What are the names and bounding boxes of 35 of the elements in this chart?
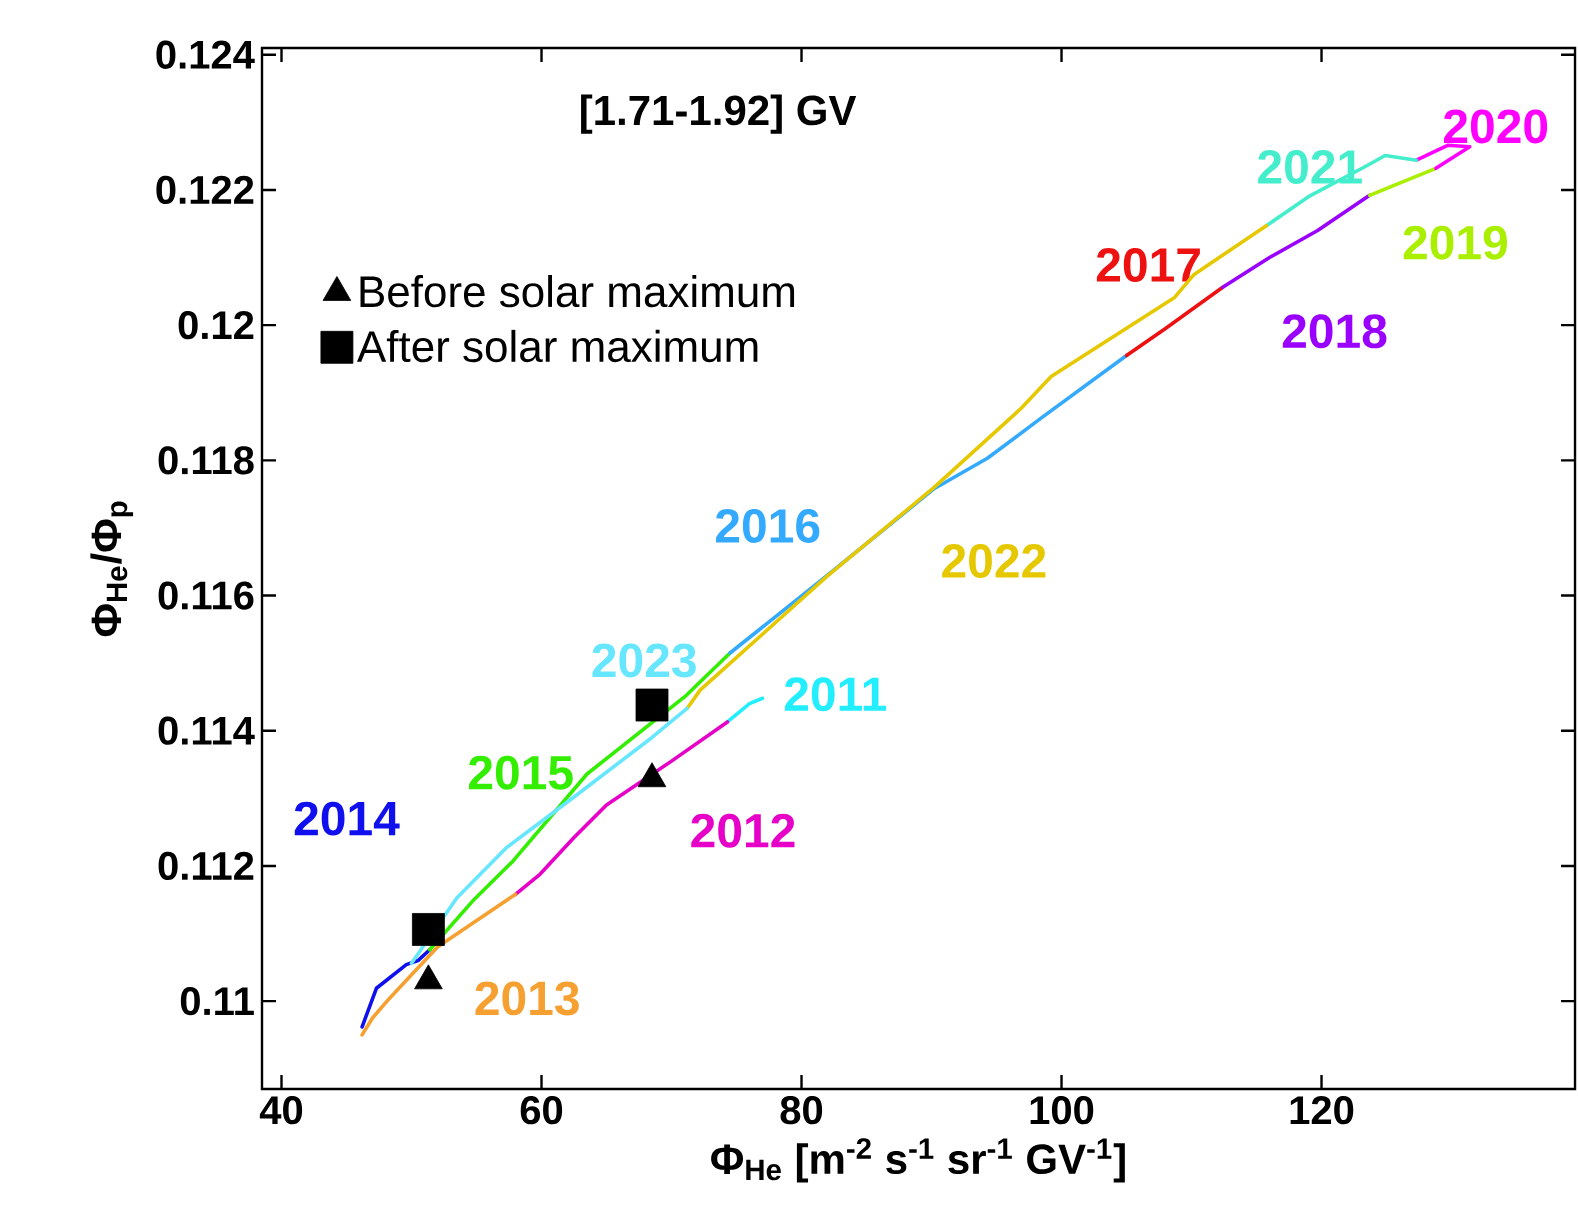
line-series (1220, 193, 1372, 290)
series-label: 2015 (468, 755, 573, 790)
y-tick-label: 0.11 (180, 986, 254, 1016)
y-tick-label: 0.112 (158, 851, 254, 881)
series-label: 2019 (1403, 225, 1507, 260)
series-label: 2023 (592, 643, 696, 678)
series-label: 2017 (1096, 248, 1200, 282)
y-tick-label: 0.122 (156, 175, 254, 205)
text: 2014 (294, 801, 400, 836)
y-tick-label: 0.114 (158, 716, 255, 745)
x-tick-label: 60 (520, 1096, 563, 1125)
series-label: 2013 (475, 981, 579, 1016)
series-label: 2018 (1282, 314, 1387, 349)
x-tick-label: 100 (1030, 1096, 1094, 1125)
legend-label: Before solar maximum (360, 274, 795, 308)
series-label: 2016 (715, 508, 820, 543)
y-tick-label: 0.12 (178, 310, 254, 340)
y-tick-label: 0.116 (158, 581, 254, 610)
series-label: 2021 (1258, 149, 1362, 184)
text: Φ$_{He}$ [m$^{-2}$ s$^{-1}$ sr$^{-1}$ GV$^{-1}$] (711, 1138, 1125, 1183)
y-tick-label: 0.124 (156, 40, 255, 69)
x-tick-label: 120 (1290, 1096, 1354, 1125)
x-tick-label: 40 (259, 1096, 303, 1125)
series-label: 2020 (1443, 109, 1548, 144)
text: [1.71-1.92] GV (581, 94, 857, 134)
legend-label: After solar maximum (357, 329, 758, 363)
line-series (409, 706, 689, 966)
line-series (1414, 143, 1472, 171)
series-label: 2022 (942, 544, 1046, 579)
series-label: 2011 (784, 677, 887, 712)
line-series (360, 947, 432, 1029)
y-axis-title: Φ$_{He}$/Φ$_{p}$ (90, 501, 134, 637)
series-label: 2012 (691, 813, 795, 848)
y-tick-label: 0.118 (158, 446, 254, 475)
x-tick-label: 80 (780, 1096, 823, 1125)
